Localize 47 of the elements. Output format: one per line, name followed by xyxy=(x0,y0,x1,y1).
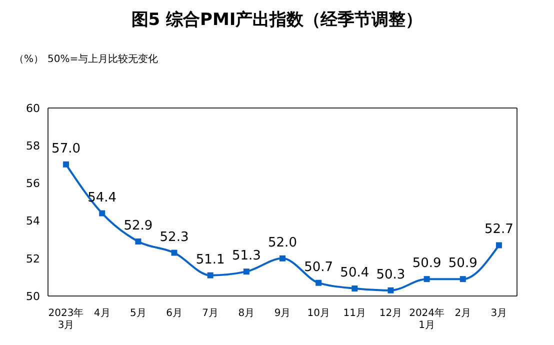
point xyxy=(316,280,322,286)
data-label: 50.4 xyxy=(340,265,370,280)
y-axis-title: （%） xyxy=(14,54,44,65)
point xyxy=(99,210,106,216)
data-label: 50.9 xyxy=(448,256,478,272)
data-label: 50.7 xyxy=(304,260,334,275)
y-tick-label: 58 xyxy=(26,140,40,153)
y-tick-label: 50 xyxy=(26,290,40,303)
point xyxy=(280,255,286,262)
x-tick-label: 3月 xyxy=(490,308,508,319)
chart-title: 图5 综合PMI产出指数（经季节调整） xyxy=(130,9,424,31)
data-label: 57.0 xyxy=(52,141,81,156)
data-label: 52.7 xyxy=(484,222,514,238)
data-label: 52.9 xyxy=(124,218,153,234)
x-tick-label: 2月 xyxy=(454,308,472,319)
point xyxy=(171,250,178,256)
x-tick-label: 6月 xyxy=(166,308,182,319)
x-tick-label: 10月 xyxy=(307,308,330,319)
y-tick-label: 54 xyxy=(26,214,40,228)
point xyxy=(424,276,430,282)
point xyxy=(460,276,466,282)
data-label: 52.3 xyxy=(160,230,189,245)
data-label: 50.9 xyxy=(412,256,442,272)
y-tick-label: 56 xyxy=(26,177,40,190)
point xyxy=(352,285,358,292)
point xyxy=(496,242,502,248)
x-tick-label: 7月 xyxy=(202,308,219,319)
data-label: 51.3 xyxy=(232,248,261,264)
y-tick-label: 60 xyxy=(26,102,40,115)
x-tick-label: 8月 xyxy=(238,308,255,319)
x-tick-label: 5月 xyxy=(130,308,146,319)
x-tick-label: 12月 xyxy=(379,308,402,319)
x-tick-label: 4月 xyxy=(94,308,110,319)
point xyxy=(63,161,70,168)
data-label: 50.3 xyxy=(376,267,406,282)
x-tick-label: 11月 xyxy=(343,308,366,319)
x-tick-label: 9月 xyxy=(274,308,291,319)
point xyxy=(388,287,394,294)
point xyxy=(207,272,214,278)
point xyxy=(135,238,142,244)
y-tick-label: 52 xyxy=(26,252,40,266)
text: 50%=与上月比较无变化 xyxy=(48,54,158,65)
x-tick-label: 2024年 1月 xyxy=(409,307,445,331)
data-label: 51.1 xyxy=(196,252,225,268)
x-tick-label: 2023年 3月 xyxy=(48,307,84,331)
point xyxy=(243,268,250,275)
data-label: 52.0 xyxy=(268,235,297,250)
